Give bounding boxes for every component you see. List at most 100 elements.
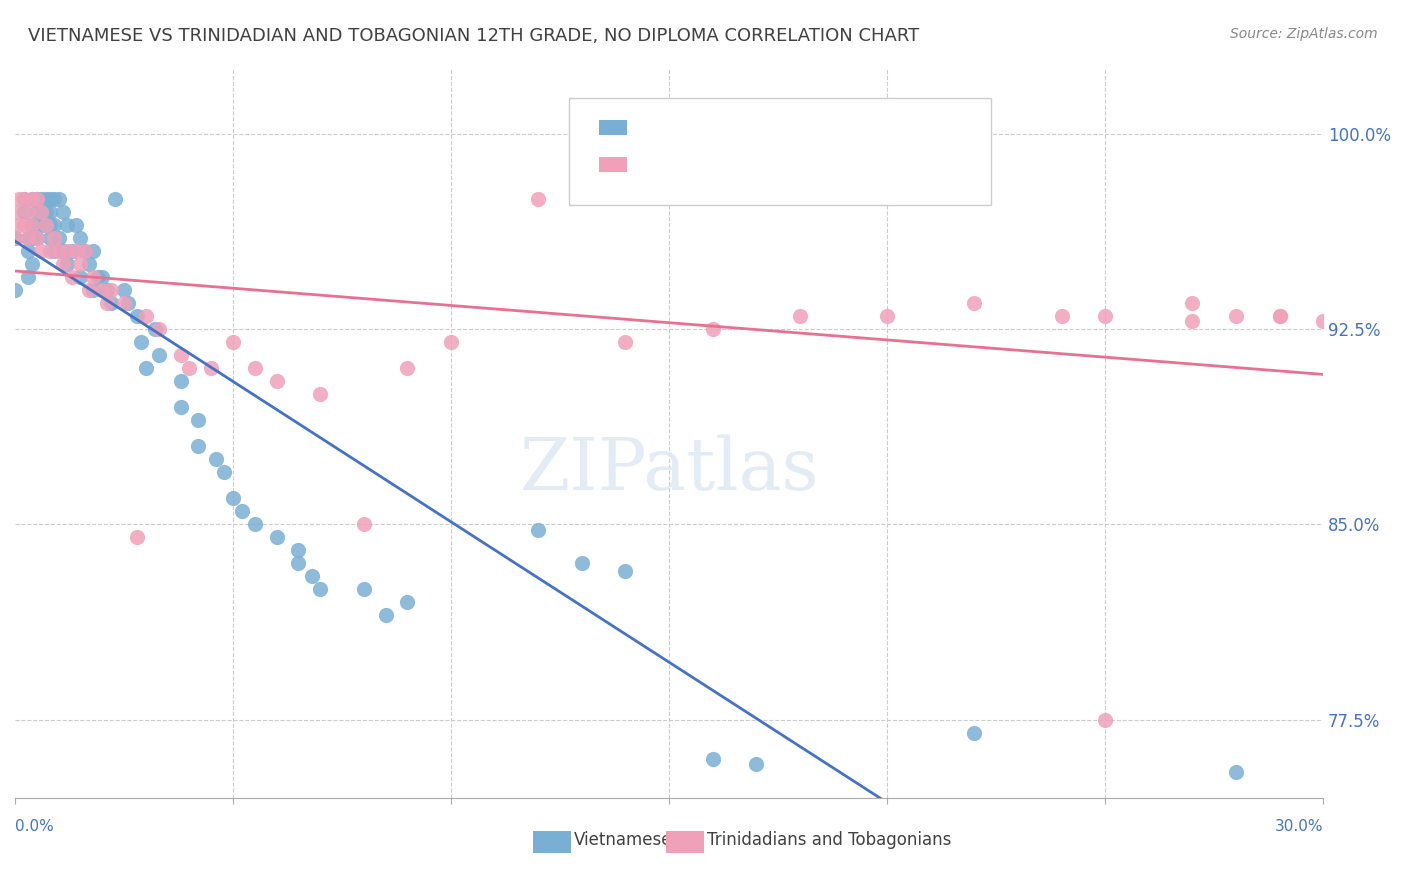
Point: [112, 283, 135, 297]
Point: [135, 309, 157, 323]
Point: [4, 204, 27, 219]
Point: [702, 322, 724, 336]
Point: [8, 218, 31, 232]
Point: [17, 231, 39, 245]
Point: [179, 361, 201, 376]
Point: [69, 269, 91, 284]
Point: [21, 192, 44, 206]
Text: 59: 59: [787, 161, 810, 178]
Point: [56, 257, 79, 271]
Point: [222, 334, 245, 349]
Point: [571, 178, 593, 193]
Point: [38, 218, 60, 232]
Point: [1268, 309, 1291, 323]
Point: [353, 582, 375, 597]
Point: [34, 192, 56, 206]
Point: [112, 296, 135, 310]
Point: [60, 244, 83, 258]
Point: [21, 218, 44, 232]
Point: [13, 218, 35, 232]
Text: ZIPatlas: ZIPatlas: [519, 434, 818, 505]
Point: [77, 283, 100, 297]
Point: [266, 530, 288, 544]
Point: [44, 192, 66, 206]
Point: [73, 244, 96, 258]
Point: [287, 557, 309, 571]
Point: [1094, 309, 1116, 323]
Text: Vietnamese: Vietnamese: [574, 831, 672, 849]
Point: [745, 756, 768, 771]
Point: [148, 348, 170, 362]
Point: [52, 244, 75, 258]
Point: [96, 283, 118, 297]
Point: [21, 192, 44, 206]
Point: [214, 465, 236, 479]
Point: [65, 244, 87, 258]
Point: [127, 309, 149, 323]
Point: [353, 517, 375, 532]
Point: [301, 569, 323, 583]
Text: 78: 78: [787, 123, 810, 141]
Point: [527, 192, 550, 206]
Text: -0.368: -0.368: [675, 123, 734, 141]
Point: [131, 334, 153, 349]
Point: [25, 231, 48, 245]
Text: R =: R =: [600, 123, 662, 141]
Text: 0.187: 0.187: [675, 161, 733, 178]
Text: VIETNAMESE VS TRINIDADIAN AND TOBAGONIAN 12TH GRADE, NO DIPLOMA CORRELATION CHAR: VIETNAMESE VS TRINIDADIAN AND TOBAGONIAN…: [28, 27, 920, 45]
Point: [25, 231, 48, 245]
Text: Source: ZipAtlas.com: Source: ZipAtlas.com: [1230, 27, 1378, 41]
Point: [963, 725, 986, 739]
Point: [13, 192, 35, 206]
Point: [30, 218, 52, 232]
Point: [309, 582, 332, 597]
Point: [1268, 309, 1291, 323]
Point: [1225, 309, 1247, 323]
Point: [1181, 314, 1204, 328]
Point: [614, 564, 637, 578]
Point: [702, 752, 724, 766]
Point: [527, 523, 550, 537]
Point: [38, 192, 60, 206]
Point: [17, 204, 39, 219]
Point: [243, 361, 266, 376]
Point: [13, 204, 35, 219]
Point: [100, 283, 122, 297]
Text: Trinidadians and Tobagonians: Trinidadians and Tobagonians: [707, 831, 952, 849]
Point: [52, 257, 75, 271]
Point: [200, 361, 222, 376]
Point: [52, 204, 75, 219]
Point: [30, 192, 52, 206]
Point: [34, 218, 56, 232]
Point: [170, 374, 193, 388]
Point: [21, 257, 44, 271]
Point: [25, 218, 48, 232]
Point: [4, 283, 27, 297]
Point: [56, 218, 79, 232]
Point: [1225, 764, 1247, 779]
Point: [69, 231, 91, 245]
Point: [38, 204, 60, 219]
Text: N =: N =: [745, 123, 793, 141]
Point: [187, 439, 209, 453]
Point: [127, 530, 149, 544]
Point: [48, 244, 70, 258]
Point: [30, 204, 52, 219]
Text: R =: R =: [600, 161, 662, 178]
Point: [44, 231, 66, 245]
Point: [1094, 713, 1116, 727]
Point: [396, 595, 419, 609]
Point: [287, 543, 309, 558]
Point: [34, 204, 56, 219]
Point: [100, 296, 122, 310]
Point: [82, 244, 104, 258]
Point: [91, 269, 114, 284]
Point: [60, 269, 83, 284]
Point: [440, 334, 463, 349]
Point: [48, 192, 70, 206]
Point: [571, 557, 593, 571]
Point: [170, 400, 193, 414]
Text: N =: N =: [745, 161, 793, 178]
Text: 0.0%: 0.0%: [15, 819, 53, 834]
Point: [1181, 296, 1204, 310]
